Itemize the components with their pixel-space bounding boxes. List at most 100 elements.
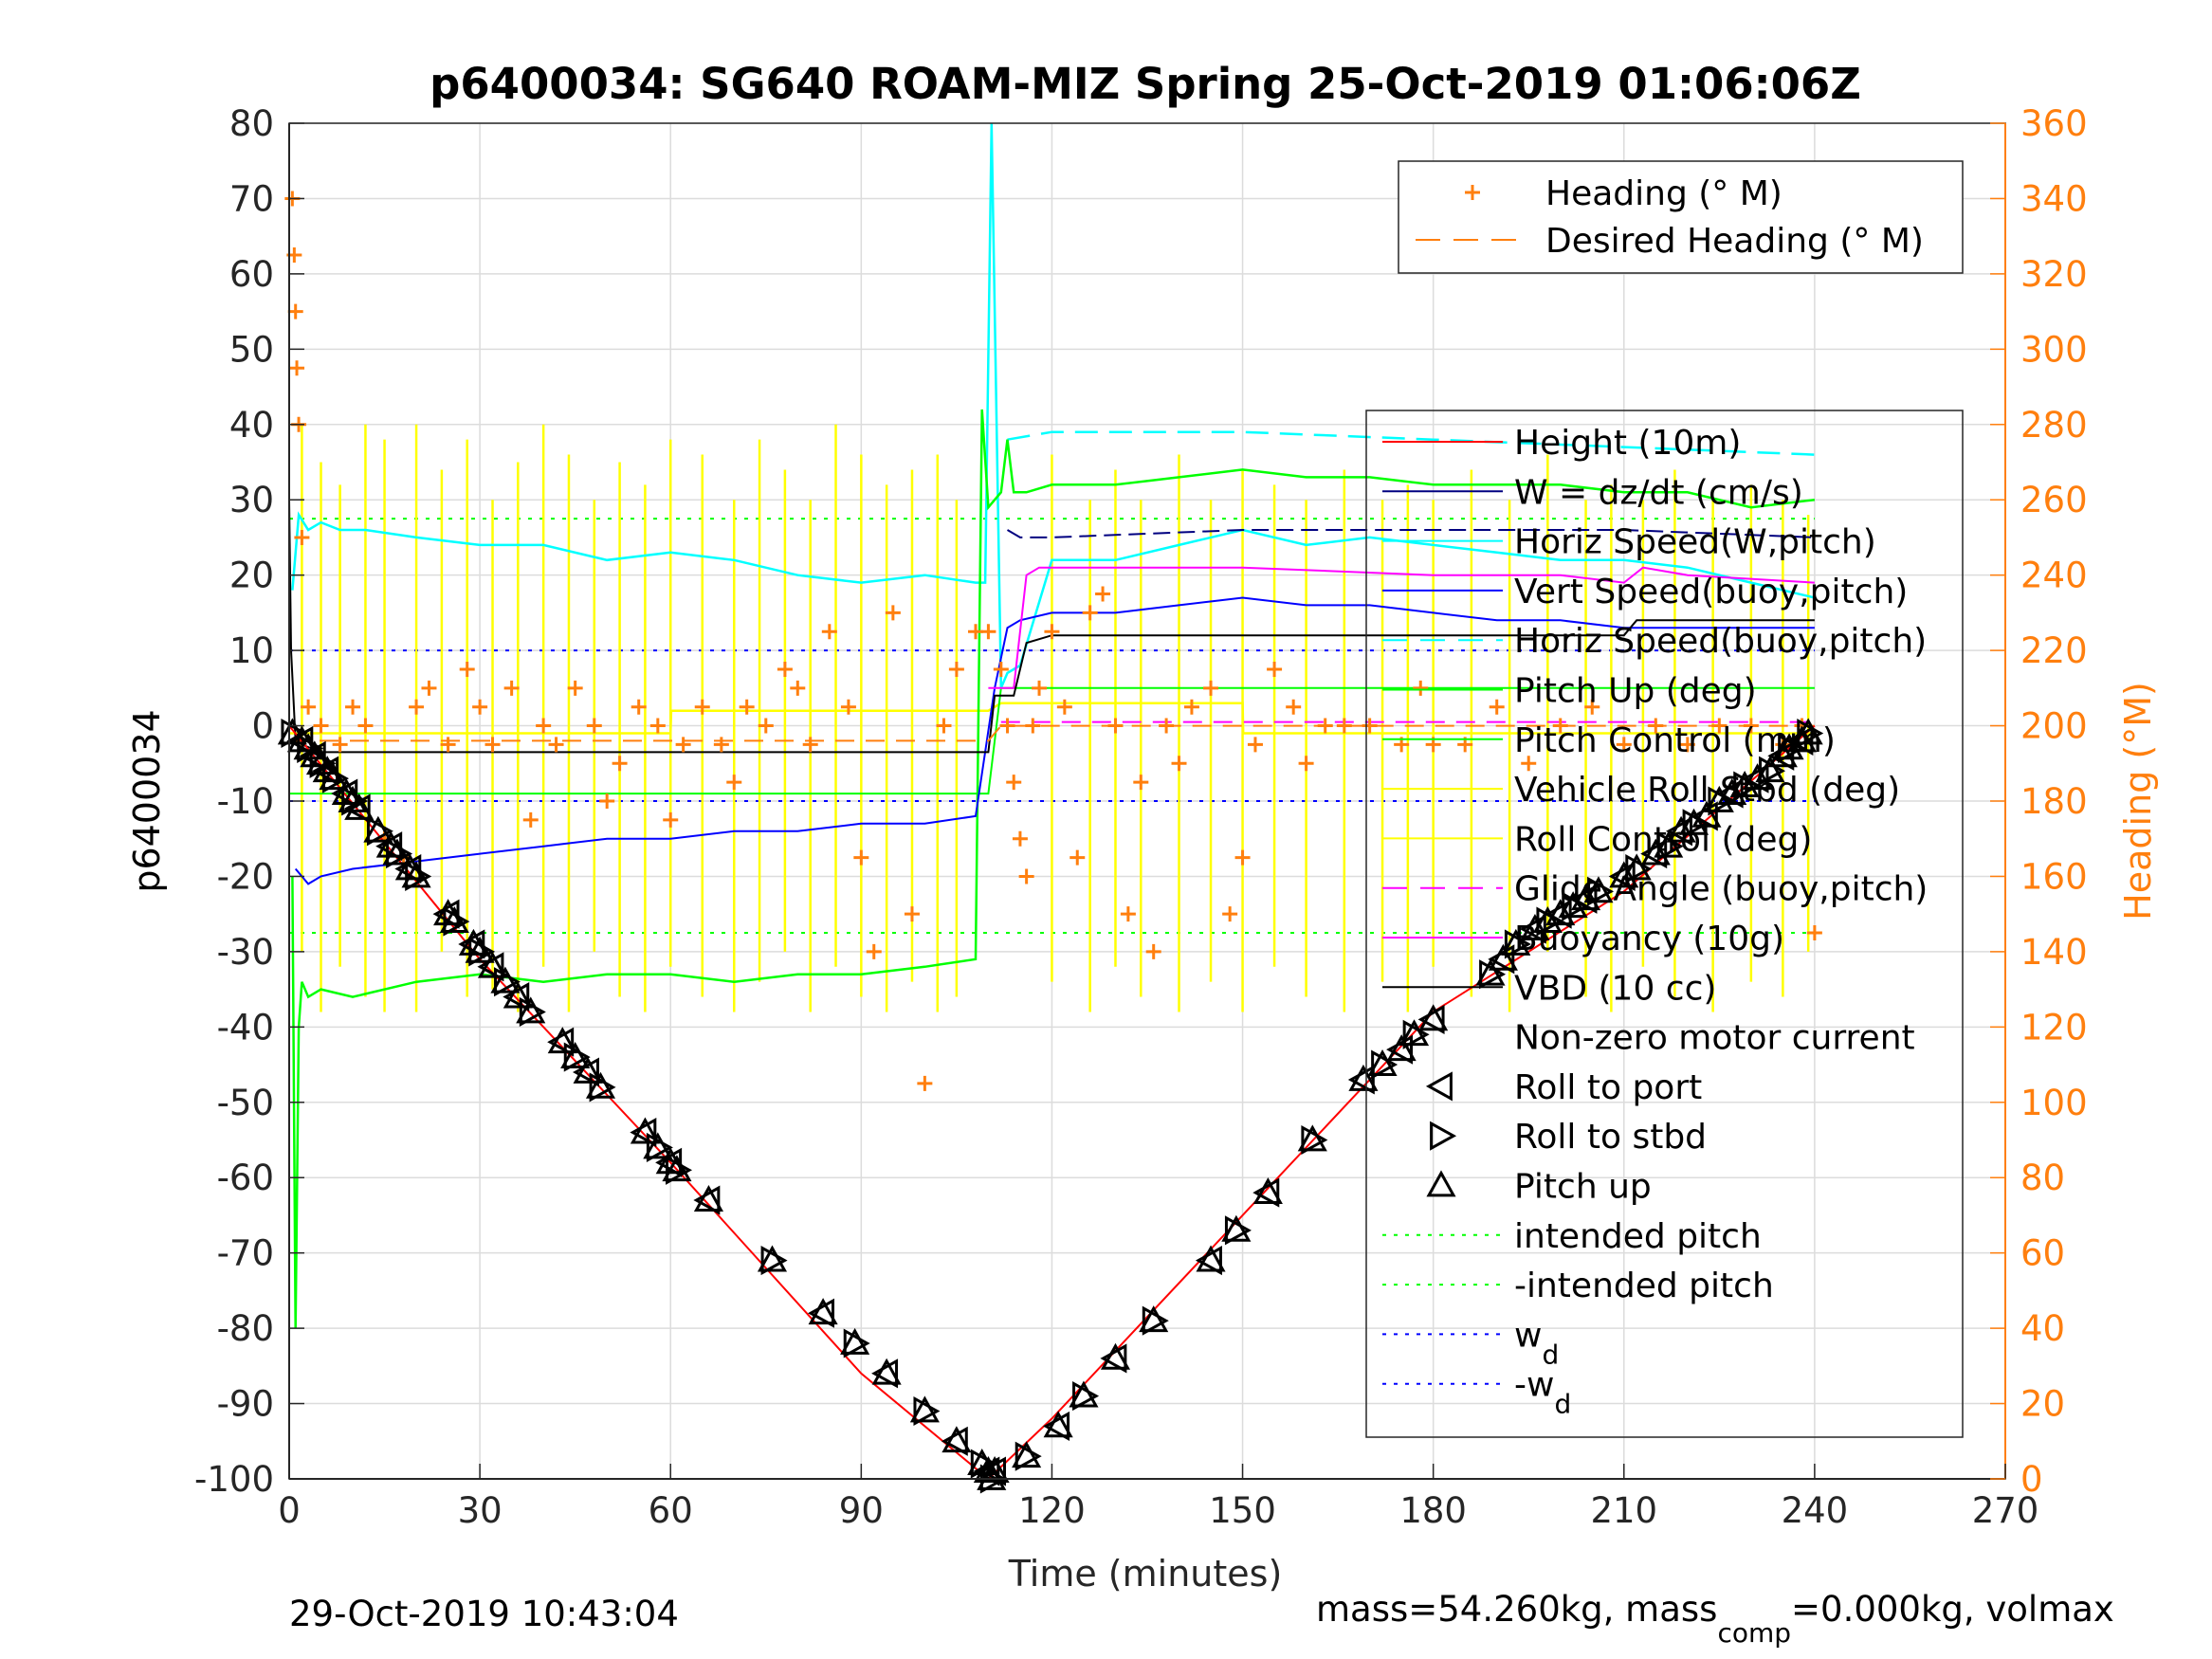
heading-marker (536, 718, 552, 734)
heading-marker (968, 624, 983, 640)
y-tick-label: 0 (251, 706, 274, 747)
pitch-up-marker (871, 1358, 902, 1385)
ticks: 0 30 60 90 120 150 180 210 240 270 80 70 60 50 40 30 20 1… (194, 103, 2088, 1531)
heading-marker (503, 680, 520, 696)
heading-marker (694, 699, 710, 715)
roll-to-stbd-marker (646, 1132, 673, 1162)
pitch-up-marker (516, 996, 546, 1024)
pitch-up-marker (1545, 899, 1576, 926)
legend-label: intended pitch (1514, 1217, 1762, 1256)
heading-marker (739, 699, 755, 715)
legend-label-text: Horiz Speed(W,pitch) (1514, 523, 1876, 562)
heading-marker (612, 756, 628, 772)
roll-to-port-marker (973, 1456, 1000, 1486)
y2-tick-label: 300 (2020, 329, 2088, 370)
roll-to-stbd-marker (1072, 1381, 1100, 1412)
y-tick-label: 50 (229, 329, 274, 370)
heading-legend-box (1398, 160, 1964, 274)
y-tick-label: 60 (229, 254, 274, 295)
heading-marker (1286, 699, 1302, 715)
pitch-up-marker (1297, 1124, 1327, 1152)
roll-to-port-marker (477, 952, 504, 982)
legend-label-text: Horiz Speed(buoy,pitch) (1514, 622, 1927, 661)
legend-label-text: Roll to port (1514, 1068, 1702, 1107)
pitch-up-marker (1252, 1177, 1283, 1205)
heading-marker (548, 737, 564, 753)
pitch-up-marker (382, 838, 412, 866)
pitch-up-marker (1532, 906, 1563, 934)
roll-to-stbd-marker (1142, 1305, 1169, 1336)
pitch-up-marker (1501, 928, 1531, 956)
heading-marker (1679, 737, 1695, 753)
x-tick-label: 240 (1782, 1490, 1849, 1531)
pitch-up-marker (1139, 1305, 1169, 1333)
roll-to-port-marker (547, 1027, 575, 1057)
roll-to-stbd-marker (563, 1042, 591, 1072)
roll-to-port-marker (1252, 1177, 1280, 1208)
y-tick-label: -10 (217, 781, 274, 822)
y-tick-label: 10 (229, 630, 274, 671)
heading-marker (1806, 925, 1822, 941)
roll-to-stbd-marker (519, 996, 546, 1027)
heading-legend-label: Heading (° M) (1545, 174, 1782, 213)
heading-marker (1044, 624, 1060, 640)
heading-marker (421, 680, 437, 696)
pitch-up-marker (909, 1395, 940, 1423)
legend-label: Horiz Speed(buoy,pitch) (1514, 622, 1927, 661)
y2-tick-label: 0 (2020, 1459, 2043, 1500)
y-tick-label: -80 (217, 1308, 274, 1349)
pitch-up-marker (477, 951, 508, 978)
pitch-up-marker (1221, 1214, 1252, 1242)
heading-marker (1317, 718, 1333, 734)
pitch-up-marker (941, 1426, 972, 1453)
heading-marker (1107, 718, 1124, 734)
legend-label: VBD (10 cc) (1514, 969, 1716, 1008)
pitch-up-marker (300, 740, 330, 768)
heading-marker (294, 529, 310, 545)
pitch-up-marker (1196, 1245, 1226, 1272)
buoyancy-line (988, 566, 1815, 689)
heading-marker (1362, 718, 1378, 734)
pitch-up-marker (573, 1056, 603, 1084)
roll-to-port-marker (1417, 1004, 1445, 1034)
roll-to-stbd-marker (1301, 1124, 1328, 1156)
heading-marker (802, 737, 818, 753)
x-tick-label: 90 (839, 1490, 884, 1531)
desired-heading-line (289, 724, 1815, 742)
heading-legend: Heading (° M) Desired Heading (° M) (1398, 160, 1964, 274)
pitch-up-marker (363, 815, 393, 843)
x-tick-label: 120 (1018, 1490, 1086, 1531)
legend-label: W = dz/dt (cm/s) (1514, 473, 1803, 512)
main-legend-box (1365, 410, 1964, 1438)
pitch-up-marker (344, 793, 375, 820)
pitch-up-marker (1386, 1034, 1417, 1062)
heading-marker (1006, 775, 1022, 791)
pitch-up-marker (1043, 1411, 1073, 1438)
roll-to-stbd-marker (366, 816, 393, 847)
heading-marker (1171, 756, 1187, 772)
pitch-up-marker (1558, 891, 1588, 919)
roll-control-line (289, 702, 1815, 735)
pitch-up-marker (808, 1298, 838, 1325)
roll-to-port-marker (503, 982, 530, 1012)
pitch-up-marker (1666, 815, 1696, 843)
roll-to-stbd-marker (843, 1328, 870, 1358)
pitch-up-marker (1475, 958, 1506, 986)
plot-series (277, 122, 1824, 1494)
pitch-up-marker (458, 928, 488, 956)
heading-marker (1234, 849, 1251, 866)
pitch-up-marker (1399, 1019, 1430, 1047)
pitch-up-marker (1100, 1342, 1131, 1370)
heading-marker (993, 661, 1009, 677)
w-dzdt-line (1006, 529, 1815, 538)
heading-marker (440, 737, 456, 753)
roll-to-stbd-marker (1797, 718, 1824, 749)
heading-marker (332, 737, 348, 753)
x-tick-label: 0 (278, 1490, 301, 1531)
pitch-up-marker (1717, 777, 1747, 805)
legend-label: Vehicle Roll Stbd (deg) (1514, 771, 1900, 810)
roll-to-stbd-marker (760, 1246, 788, 1276)
x-tick-label: 210 (1590, 1490, 1657, 1531)
pitch-up-marker (312, 756, 342, 783)
legend-label: Roll Control (deg) (1514, 820, 1812, 859)
